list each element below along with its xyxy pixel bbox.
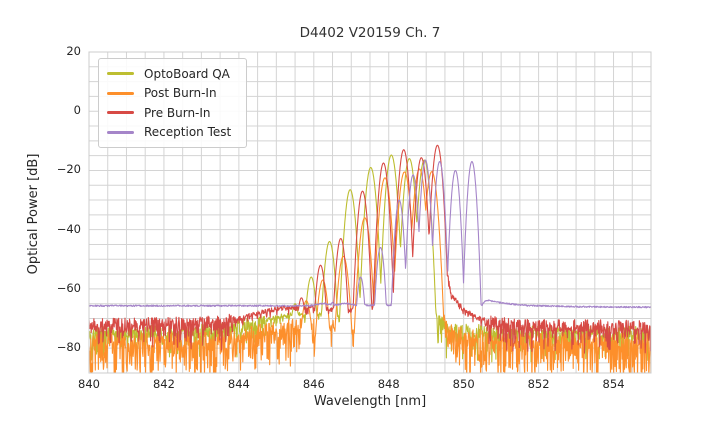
legend: OptoBoard QA Post Burn-In Pre Burn-In Re… bbox=[98, 58, 247, 148]
legend-line-swatch bbox=[107, 130, 134, 134]
y-tick-label: −60 bbox=[56, 280, 81, 295]
y-tick-label: −80 bbox=[56, 340, 81, 355]
chart-title: D4402 V20159 Ch. 7 bbox=[299, 25, 441, 41]
x-tick-label: 850 bbox=[452, 377, 475, 391]
series-line-post-burn-in bbox=[89, 168, 651, 373]
y-tick-label: −40 bbox=[56, 221, 81, 236]
x-tick-label: 846 bbox=[302, 377, 325, 391]
legend-item-optoboard-qa: OptoBoard QA bbox=[107, 64, 238, 84]
x-tick-label: 840 bbox=[78, 377, 100, 391]
legend-line-swatch bbox=[107, 111, 134, 115]
x-tick-label: 842 bbox=[152, 377, 175, 391]
legend-line-swatch bbox=[107, 72, 134, 76]
legend-line-swatch bbox=[107, 91, 134, 95]
legend-label: Reception Test bbox=[144, 125, 232, 140]
x-tick-label: 852 bbox=[527, 377, 550, 391]
x-tick-label: 848 bbox=[377, 377, 400, 391]
legend-label: OptoBoard QA bbox=[144, 66, 230, 81]
series-line-optoboard-qa bbox=[89, 154, 651, 363]
legend-label: Pre Burn-In bbox=[144, 105, 211, 120]
x-tick-label: 854 bbox=[602, 377, 625, 391]
y-tick-label: 0 bbox=[73, 103, 81, 118]
series-line-reception-test bbox=[89, 159, 651, 309]
legend-item-pre-burn-in: Pre Burn-In bbox=[107, 103, 238, 123]
legend-item-reception-test: Reception Test bbox=[107, 123, 238, 143]
x-axis-label: Wavelength [nm] bbox=[313, 394, 427, 409]
x-tick-label: 844 bbox=[227, 377, 250, 391]
legend-label: Post Burn-In bbox=[144, 86, 217, 101]
y-tick-label: 20 bbox=[66, 44, 81, 58]
series-line-pre-burn-in bbox=[89, 144, 651, 354]
legend-item-post-burn-in: Post Burn-In bbox=[107, 84, 238, 104]
y-tick-label: −20 bbox=[56, 162, 81, 177]
